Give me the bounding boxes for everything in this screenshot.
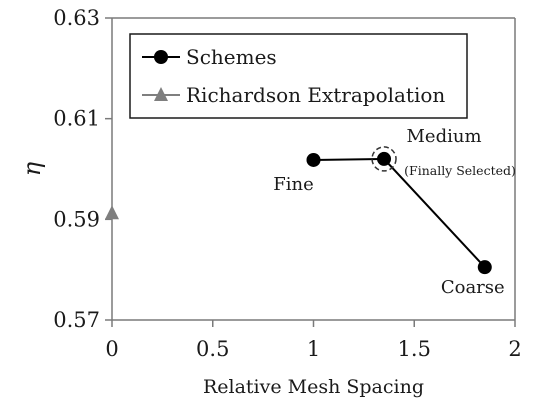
x-tick-label: 1	[307, 337, 320, 361]
label-fine: Fine	[273, 174, 314, 195]
y-tick-label: 0.63	[53, 6, 100, 30]
label-coarse: Coarse	[441, 277, 505, 298]
label-medium: Medium	[407, 126, 482, 147]
data-point-coarse	[477, 260, 492, 275]
x-tick-label: 2	[508, 337, 521, 361]
selected-highlight-ring	[371, 146, 397, 172]
y-tick-label: 0.57	[53, 308, 100, 332]
point-labels: Fine Medium (Finally Selected) Coarse	[273, 126, 516, 298]
legend-label-schemes: Schemes	[186, 45, 277, 69]
y-axis-title: η	[18, 161, 46, 176]
label-medium-sublabel: (Finally Selected)	[404, 163, 516, 178]
data-point-fine	[306, 152, 321, 167]
series-layer	[105, 146, 492, 275]
x-axis-title: Relative Mesh Spacing	[203, 376, 424, 398]
legend-box	[129, 33, 468, 119]
data-point-richardson	[105, 205, 119, 220]
legend-marker-schemes	[154, 50, 168, 64]
y-tick-label: 0.59	[53, 207, 100, 231]
legend-marker-richardson	[154, 87, 168, 101]
x-tick-label: 1.5	[398, 337, 431, 361]
axes: 0 0.5 1 1.5 2 0.57 0.59 0.61 0.63 Relative Mesh S…	[18, 6, 522, 398]
x-tick-label: 0.5	[196, 337, 229, 361]
legend-label-richardson: Richardson Extrapolation	[186, 83, 445, 107]
legend: Schemes Richardson Extrapolation	[129, 33, 468, 119]
y-tick-label: 0.61	[53, 107, 100, 131]
x-tick-label: 0	[105, 337, 118, 361]
data-point-medium	[377, 151, 392, 166]
